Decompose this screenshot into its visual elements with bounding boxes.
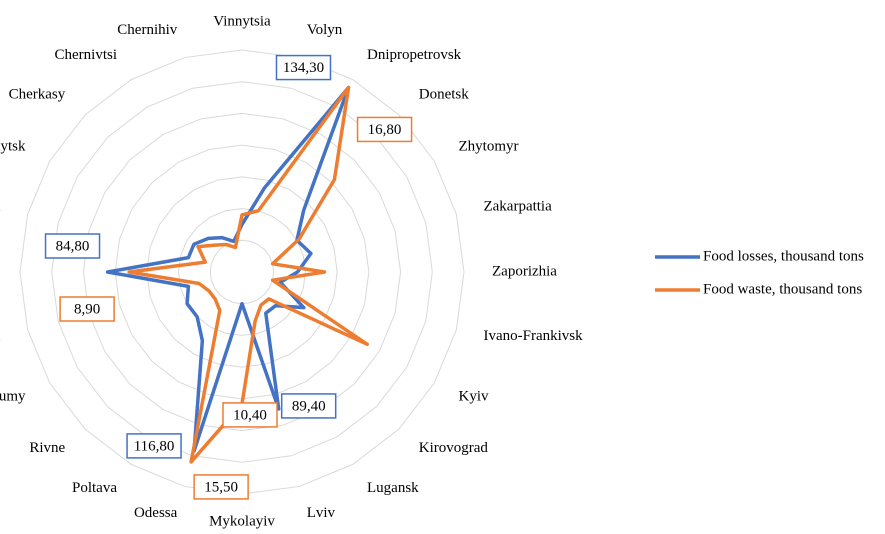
category-label: Vinnytsia — [213, 13, 271, 29]
category-label: Poltava — [72, 480, 117, 496]
value-label: 8,90 — [74, 301, 100, 317]
grid-ring — [51, 81, 433, 463]
category-label: Khmelnytsk — [0, 138, 26, 154]
category-label: Lviv — [307, 505, 336, 521]
category-label: Chernihiv — [117, 22, 177, 38]
category-label: Volyn — [307, 22, 343, 38]
value-label: 89,40 — [292, 398, 326, 414]
category-label: Kyiv — [459, 388, 490, 404]
value-label-box — [356, 116, 413, 143]
grid-ring — [209, 239, 275, 305]
category-label: Chernivtsi — [55, 47, 118, 63]
value-label: 10,40 — [233, 407, 267, 423]
category-label: Sumy — [0, 388, 26, 404]
legend-label: Food losses, thousand tons — [703, 248, 864, 264]
category-label: Zhytomyr — [459, 138, 519, 154]
grid-ring — [146, 176, 338, 368]
category-label: Kherson — [0, 199, 1, 215]
value-label: 15,50 — [204, 479, 238, 495]
value-label: 16,80 — [368, 122, 402, 138]
value-label-box — [59, 296, 115, 322]
value-label: 134,30 — [283, 60, 324, 76]
value-label-box — [280, 393, 337, 419]
value-label-box — [193, 474, 249, 500]
category-label: Rivne — [29, 440, 65, 456]
legend-label: Food waste, thousand tons — [703, 281, 862, 297]
category-label: Mykolayiv — [209, 513, 275, 529]
value-label-box — [275, 54, 332, 81]
category-label: Odessa — [134, 505, 178, 521]
value-label: 84,80 — [56, 238, 90, 254]
value-label-box — [222, 402, 278, 428]
value-label-box — [44, 233, 101, 259]
category-label: Ivano-Frankivsk — [483, 328, 583, 344]
category-label: Ternopil — [0, 328, 1, 344]
category-label: Dnipropetrovsk — [367, 47, 462, 63]
grid-ring — [82, 112, 402, 432]
value-label: 116,80 — [134, 438, 175, 454]
category-label: Cherkasy — [9, 87, 66, 103]
category-label: Kirovograd — [419, 440, 489, 456]
category-label: Zaporizhia — [492, 263, 557, 279]
category-label: Donetsk — [419, 87, 469, 103]
category-label: Zakarpattia — [483, 199, 552, 215]
category-label: Lugansk — [367, 480, 419, 496]
value-label-box — [126, 433, 182, 459]
